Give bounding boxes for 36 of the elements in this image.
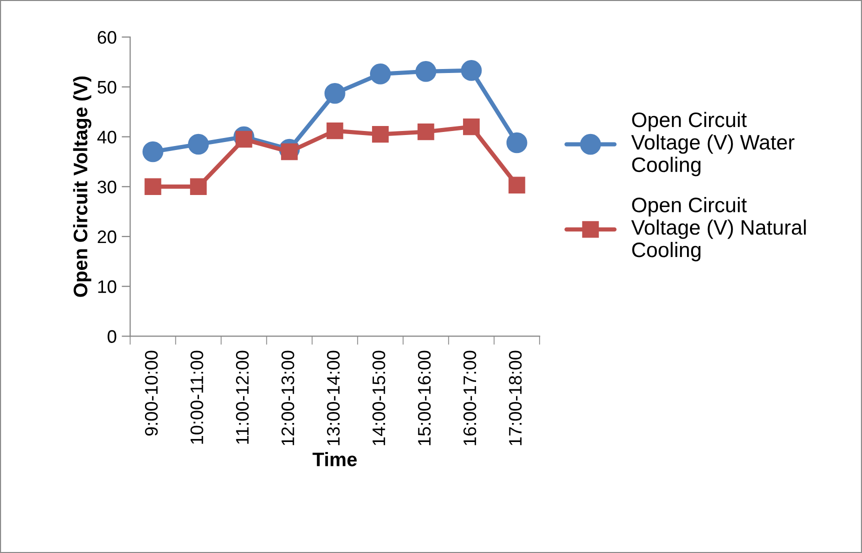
point bbox=[508, 176, 526, 194]
y-tick-label: 40 bbox=[97, 130, 116, 144]
point bbox=[236, 130, 252, 148]
point bbox=[463, 118, 480, 136]
point bbox=[324, 82, 346, 104]
x-tick-label: 9:00-10:00 bbox=[144, 350, 158, 436]
x-tick-label: 17:00-18:00 bbox=[508, 350, 522, 446]
point bbox=[415, 61, 436, 82]
point bbox=[326, 122, 344, 140]
x-tick-label: 12:00-13:00 bbox=[281, 350, 294, 446]
point bbox=[372, 126, 389, 143]
point bbox=[142, 141, 164, 162]
point bbox=[506, 132, 528, 154]
point bbox=[144, 178, 162, 195]
y-tick-label: 20 bbox=[98, 230, 116, 244]
y-tick-label: 30 bbox=[98, 180, 116, 194]
x-axis-title: Time bbox=[312, 452, 357, 466]
x-tick-label: 16:00-17:00 bbox=[463, 350, 476, 446]
point bbox=[281, 143, 298, 160]
x-tick-label: 13:00-14:00 bbox=[326, 350, 340, 446]
y-axis-title: Open Circuit Voltage (V) bbox=[73, 76, 92, 297]
x-tick-label: 15:00-16:00 bbox=[418, 350, 431, 446]
y-tick-label: 0 bbox=[108, 330, 116, 343]
point bbox=[370, 64, 391, 84]
legend-label: Open Circuit Voltage (V) Natural Cooling bbox=[631, 197, 806, 262]
point bbox=[418, 123, 434, 140]
y-tick-label: 60 bbox=[98, 30, 116, 44]
point bbox=[460, 60, 482, 81]
point bbox=[188, 134, 209, 155]
legend-label: Open Circuit Voltage (V) Water Cooling bbox=[631, 112, 794, 176]
x-tick-label: 14:00-15:00 bbox=[372, 350, 386, 446]
x-tick-label: 10:00-11:00 bbox=[190, 350, 204, 444]
x-tick-label: 11:00-12:00 bbox=[236, 350, 249, 444]
y-tick-label: 10 bbox=[98, 280, 116, 294]
y-tick-label: 50 bbox=[98, 80, 116, 94]
point bbox=[190, 178, 207, 195]
